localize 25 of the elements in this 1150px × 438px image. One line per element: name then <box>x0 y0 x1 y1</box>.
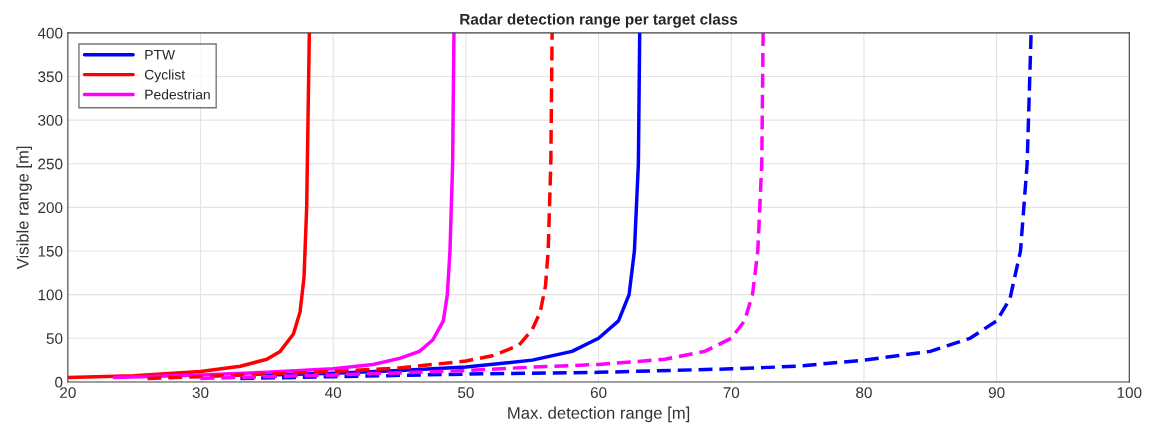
legend-label: Cyclist <box>144 69 186 83</box>
chart-title: Radar detection range per target class <box>460 13 738 28</box>
x-tick-label: 100 <box>1117 387 1142 399</box>
y-tick-label: 0 <box>55 376 63 388</box>
y-tick-label: 400 <box>37 27 63 39</box>
legend-label: PTW <box>145 50 176 60</box>
x-tick-label: 50 <box>458 387 474 399</box>
x-tick-label: 40 <box>325 387 342 399</box>
y-axis-title: Visible range [m] <box>16 146 32 270</box>
x-tick-label: 90 <box>988 387 1005 399</box>
y-tick-label: 300 <box>38 114 63 126</box>
x-axis-title: Max. detection range [m] <box>508 406 690 423</box>
y-tick-label: 200 <box>38 202 63 214</box>
x-tick-label: 20 <box>60 387 76 399</box>
x-tick-label: 70 <box>723 387 740 399</box>
y-tick-label: 100 <box>38 289 63 301</box>
x-tick-label: 30 <box>192 387 209 399</box>
y-tick-label: 150 <box>38 245 63 257</box>
legend-label: Pedestrian <box>145 89 210 100</box>
y-tick-label: 250 <box>38 158 63 170</box>
x-tick-label: 60 <box>590 387 607 399</box>
y-tick-label: 350 <box>38 71 63 83</box>
line-series <box>238 32 1033 381</box>
y-tick-label: 50 <box>46 333 63 344</box>
x-tick-label: 80 <box>856 387 872 399</box>
